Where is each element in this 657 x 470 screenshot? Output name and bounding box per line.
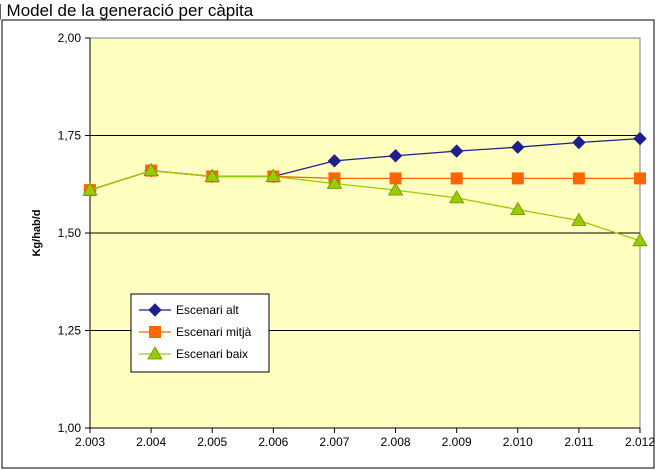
legend-marker — [147, 346, 163, 360]
y-axis: 1,00 1,25 1,50 1,75 2,00 — [58, 31, 91, 435]
y-tick-label: 1,25 — [58, 324, 82, 338]
y-tick-label: 1,00 — [58, 421, 82, 435]
x-tick-label: 2.008 — [381, 435, 411, 449]
x-tick-label: 2.003 — [75, 435, 105, 449]
legend-marker — [149, 326, 161, 338]
data-point — [449, 144, 464, 158]
x-axis: 2.003 2.004 2.005 2.006 2.007 2.008 2.009 2.010… — [75, 427, 655, 449]
y-tick-label: 1,50 — [58, 226, 82, 240]
legend-item: Escenari alt — [139, 303, 239, 317]
data-point — [634, 172, 646, 185]
x-tick-label: 2.005 — [197, 435, 227, 449]
legend-label: Escenari baix — [176, 347, 248, 361]
data-point — [387, 182, 404, 196]
data-point — [448, 190, 465, 204]
data-point — [143, 162, 159, 177]
x-tick-label: 2.010 — [503, 435, 533, 449]
series-baix — [82, 162, 648, 247]
data-point — [82, 182, 98, 196]
legend-marker — [148, 303, 162, 317]
x-tick-label: 2.009 — [442, 435, 472, 449]
series-layer — [82, 131, 648, 247]
data-point — [327, 154, 342, 168]
y-tick-label: 1,75 — [58, 129, 82, 143]
data-point — [511, 172, 524, 185]
y-tick-label: 2,00 — [58, 31, 82, 45]
legend-item: Escenari baix — [139, 346, 248, 361]
data-point — [326, 175, 343, 189]
data-point — [632, 233, 648, 247]
data-point — [510, 201, 526, 216]
data-point — [450, 172, 463, 185]
x-tick-label: 2.007 — [319, 435, 349, 449]
x-tick-label: 2.004 — [136, 435, 166, 449]
series-line — [89, 169, 641, 242]
data-point — [633, 131, 647, 146]
y-axis-label: Kg/hab/d — [31, 209, 43, 256]
data-point — [389, 172, 402, 185]
legend-label: Escenari alt — [176, 303, 239, 317]
x-tick-label: 2.006 — [258, 435, 288, 449]
data-point — [388, 149, 403, 163]
figure-caption: [Figura 3] Model de la generació per càp… — [0, 1, 254, 20]
data-point — [511, 140, 525, 154]
data-point — [571, 212, 587, 226]
data-point — [572, 172, 585, 185]
data-point — [204, 168, 220, 182]
x-tick-label: 2.012 — [625, 435, 655, 449]
data-point — [572, 135, 586, 150]
x-tick-label: 2.011 — [564, 435, 593, 449]
data-point — [265, 168, 282, 182]
legend-item: Escenari mitjà — [139, 325, 252, 339]
legend: Escenari alt Escenari mitjà Escenari baix — [130, 293, 270, 373]
legend-label: Escenari mitjà — [176, 325, 252, 339]
